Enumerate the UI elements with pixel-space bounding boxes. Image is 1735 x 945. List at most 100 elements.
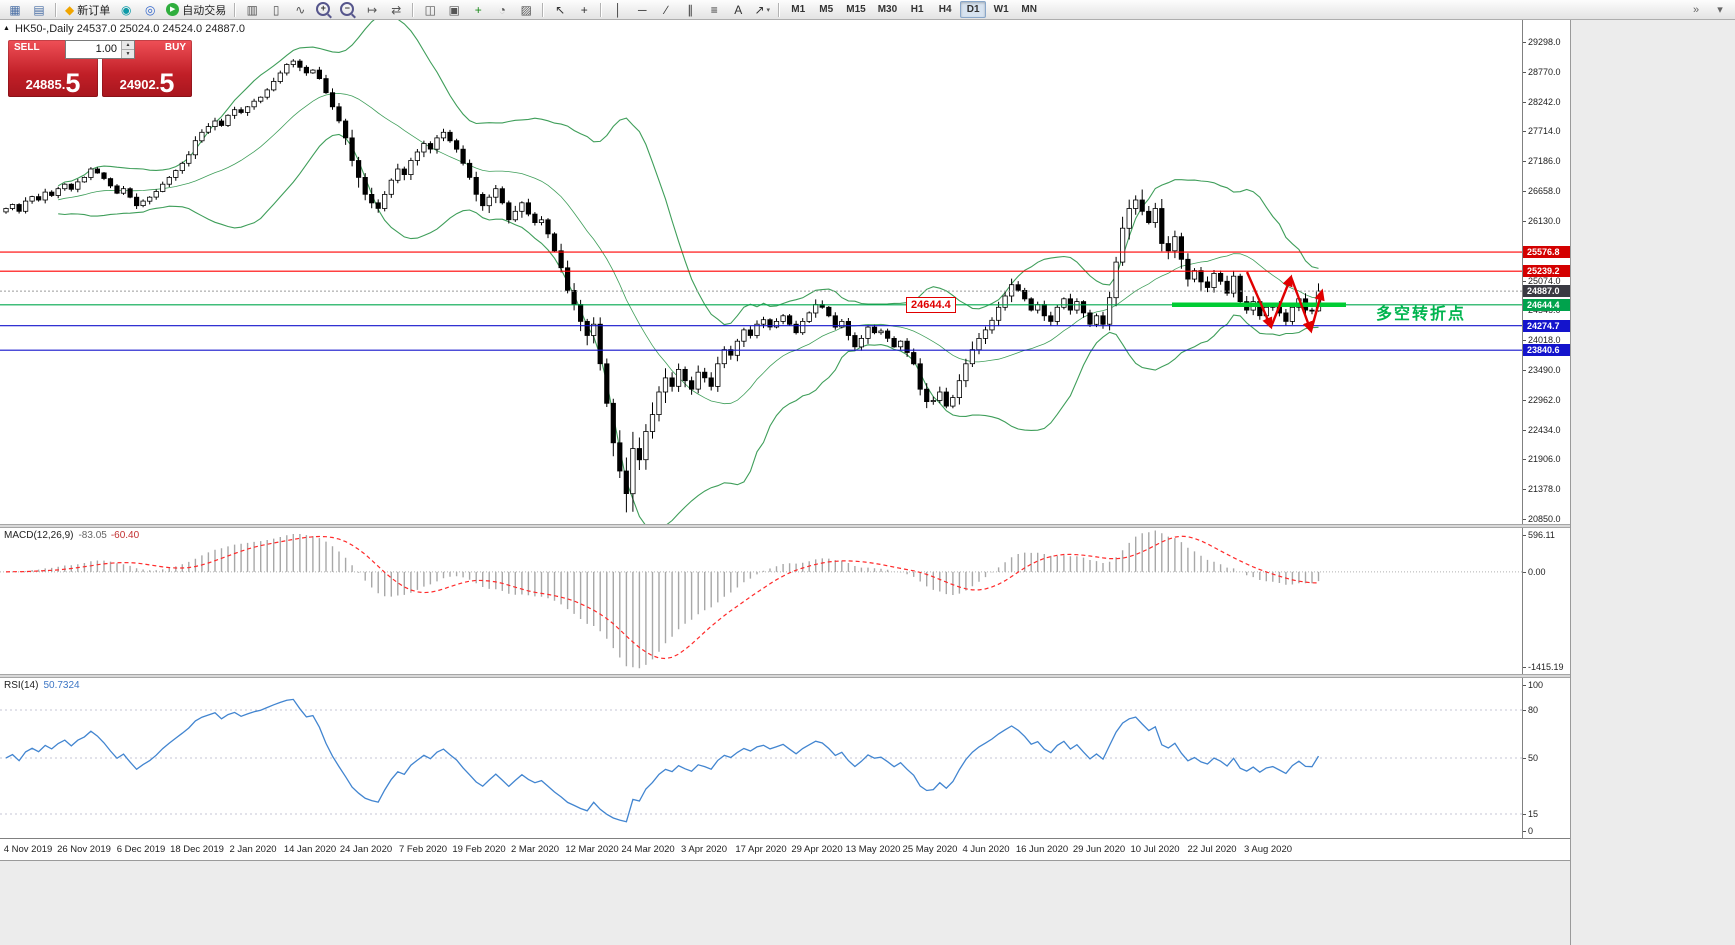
timeframe-mn-button[interactable]: MN <box>1021 4 1037 15</box>
auto-scroll-button[interactable]: ↦ <box>361 1 383 19</box>
volume-input[interactable] <box>68 42 117 56</box>
toolbar-options-icon[interactable]: ▾ <box>1717 4 1723 16</box>
periods-button[interactable]: ◔ <box>491 1 513 19</box>
rsi-pane[interactable]: RSI(14) 50.7324 <box>0 678 1522 838</box>
date-tick: 24 Jan 2020 <box>339 844 393 855</box>
date-tick: 3 Aug 2020 <box>1243 844 1293 855</box>
toolbar-separator <box>412 2 415 17</box>
price-tick: 26130.0 <box>1523 216 1561 226</box>
workspace-background <box>1570 20 1735 945</box>
turning-point-label[interactable]: 多空转折点 <box>1376 306 1467 323</box>
toolbar-overflow-icon[interactable]: » <box>1692 3 1700 16</box>
volume-up-icon[interactable]: ▲ <box>121 41 134 50</box>
trendline-button[interactable]: ∕ <box>655 1 677 19</box>
fibonacci-icon: ≡ <box>710 2 718 17</box>
timeframe-d1-button[interactable]: D1 <box>960 1 987 18</box>
new-chart-icon: ▦ <box>9 2 21 17</box>
profiles-button[interactable]: ▤ <box>28 1 50 19</box>
rsi-tick: 80 <box>1522 705 1539 715</box>
vertical-line-button[interactable]: │ <box>607 1 629 19</box>
timeframe-m15-button[interactable]: M15 <box>846 4 866 15</box>
macd-value-2: -60.40 <box>110 530 140 541</box>
macd-histogram <box>11 530 1320 669</box>
zigzag-arrow[interactable] <box>1245 271 1273 330</box>
macd-signal-line <box>5 535 1319 660</box>
zoom-out-button[interactable]: − <box>337 1 359 19</box>
horizontal-line-button[interactable]: ─ <box>631 1 653 19</box>
date-tick: 4 Nov 2019 <box>3 844 53 855</box>
equidistant-channel-icon: ∥ <box>687 2 694 17</box>
toolbar-main: ▦ ▤ ◆ 新订单 ◉ ◎ ▶ 自动交易 ▥ ▯ ∿ + − ↦ ⇄ ◫ ▣ + ◔ ▨ ↖ + │ ─ ∕ ∥ ≡ A ↗ ▾ M1 M5 M… <box>0 0 1735 20</box>
date-tick: 29 Jun 2020 <box>1072 844 1126 855</box>
price-callout[interactable]: 24644.4 <box>906 297 956 313</box>
price-badge: 24644.4 <box>1523 299 1570 311</box>
buy-price: 24902.5 <box>119 68 175 98</box>
timeframe-w1-button[interactable]: W1 <box>993 4 1009 15</box>
fibonacci-button[interactable]: ≡ <box>703 1 725 19</box>
zoom-in-button[interactable]: + <box>313 1 335 19</box>
macd-tick: 0.00 <box>1523 567 1546 577</box>
date-tick: 29 Apr 2020 <box>791 844 843 855</box>
buy-button[interactable]: BUY 24902.5 <box>102 40 192 97</box>
timeframe-h4-button[interactable]: H4 <box>938 4 952 15</box>
new-order-label: 新订单 <box>77 4 111 17</box>
bar-chart-mode-button[interactable]: ▥ <box>241 1 263 19</box>
rsi-tick: 15 <box>1522 809 1539 819</box>
date-tick: 14 Jan 2020 <box>283 844 337 855</box>
macd-pane[interactable]: MACD(12,26,9) -83.05 -60.40 <box>0 528 1522 674</box>
rsi-chart[interactable] <box>0 678 1522 838</box>
one-click-toggle-icon[interactable]: ▲ <box>3 25 10 32</box>
tile-windows-button[interactable]: ◫ <box>419 1 441 19</box>
indicators-button[interactable]: + <box>467 1 489 19</box>
equidistant-channel-button[interactable]: ∥ <box>679 1 701 19</box>
market-layers-button[interactable]: ◎ <box>139 1 161 19</box>
macd-chart[interactable] <box>0 528 1522 674</box>
date-tick: 18 Dec 2019 <box>170 844 224 855</box>
toolbar-separator <box>600 2 603 17</box>
text-tool-button[interactable]: A <box>727 1 749 19</box>
chart-shift-button[interactable]: ⇄ <box>385 1 407 19</box>
new-order-button[interactable]: ◆ 新订单 <box>62 1 113 19</box>
toolbar-separator <box>778 2 781 17</box>
sell-price: 24885.5 <box>25 68 81 98</box>
cursor-button[interactable]: ↖ <box>549 1 571 19</box>
price-axis[interactable]: 29298.0 28770.0 28242.0 27714.0 27186.0 26658… <box>1522 20 1570 838</box>
date-tick: 4 Jun 2020 <box>962 844 1010 855</box>
candlestick-mode-button[interactable]: ▯ <box>265 1 287 19</box>
profiles-icon: ▤ <box>33 2 45 17</box>
horizontal-line-icon: ─ <box>637 2 647 17</box>
indicators-icon: + <box>474 2 482 17</box>
autotrading-icon: ▶ <box>166 3 180 16</box>
templates-button[interactable]: ▨ <box>515 1 537 19</box>
price-badge: 24274.7 <box>1523 320 1570 332</box>
candle-wicks <box>5 59 1319 513</box>
timeframe-m1-button[interactable]: M1 <box>791 4 806 15</box>
new-chart-button[interactable]: ▦ <box>4 1 26 19</box>
bar-chart-mode-icon: ▥ <box>246 2 258 17</box>
periods-icon: ◔ <box>498 2 506 17</box>
compass-button[interactable]: ◉ <box>115 1 137 19</box>
pane-splitter[interactable] <box>0 524 1570 528</box>
date-axis[interactable]: 4 Nov 2019 26 Nov 2019 6 Dec 2019 18 Dec 20… <box>0 838 1570 860</box>
pane-splitter[interactable] <box>0 674 1570 678</box>
main-chart-pane[interactable]: ▲ HK50-,Daily 24537.0 25024.0 24524.0 24… <box>0 20 1522 524</box>
zigzag-arrow[interactable] <box>1309 288 1325 332</box>
timeframe-m5-button[interactable]: M5 <box>819 4 834 15</box>
zigzag-arrow[interactable] <box>1269 274 1293 328</box>
cascade-windows-button[interactable]: ▣ <box>443 1 465 19</box>
zigzag-arrow[interactable] <box>1289 276 1313 334</box>
volume-down-icon[interactable]: ▼ <box>121 50 134 58</box>
timeframe-h1-button[interactable]: H1 <box>910 4 924 15</box>
candlestick-chart[interactable] <box>0 20 1522 524</box>
chart-title: HK50-,Daily 24537.0 25024.0 24524.0 2488… <box>15 23 245 35</box>
autotrading-button[interactable]: ▶ 自动交易 <box>163 1 229 19</box>
arrows-tool-button[interactable]: ↗ ▾ <box>751 1 773 19</box>
line-chart-mode-button[interactable]: ∿ <box>289 1 311 19</box>
rsi-line <box>5 698 1320 823</box>
candles-layer[interactable] <box>3 60 1322 495</box>
rsi-label: RSI(14) 50.7324 <box>4 680 80 691</box>
arrows-tool-caret-icon: ▾ <box>766 6 771 14</box>
rsi-tick: 0 <box>1522 826 1534 836</box>
crosshair-button[interactable]: + <box>573 1 595 19</box>
timeframe-m30-button[interactable]: M30 <box>877 4 898 15</box>
